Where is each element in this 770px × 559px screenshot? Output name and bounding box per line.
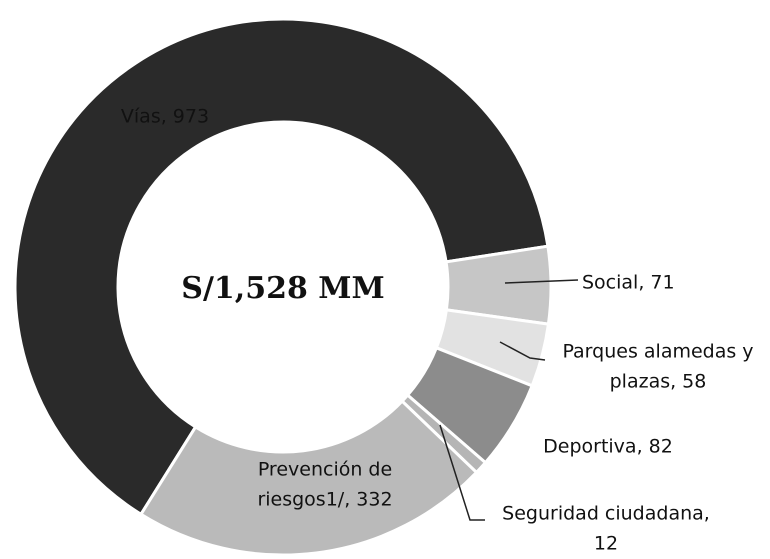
data-label: Deportiva, 82 — [543, 436, 673, 458]
leader-line — [504, 279, 579, 284]
data-label: plazas, 58 — [610, 371, 707, 393]
data-label: Parques alamedas y — [562, 341, 753, 363]
data-label: Prevención de — [258, 459, 392, 481]
data-label: riesgos1/, 332 — [257, 489, 392, 511]
leader-line — [499, 341, 546, 361]
center-label: S/1,528 MM — [181, 271, 384, 306]
leader-line — [439, 424, 485, 521]
data-label: Seguridad ciudadana, — [502, 503, 710, 525]
slice — [138, 399, 479, 557]
slice — [13, 17, 550, 517]
data-label: 12 — [594, 533, 618, 555]
donut — [13, 17, 553, 557]
data-label: Vías, 973 — [121, 106, 209, 128]
data-label: Social, 71 — [582, 272, 675, 294]
